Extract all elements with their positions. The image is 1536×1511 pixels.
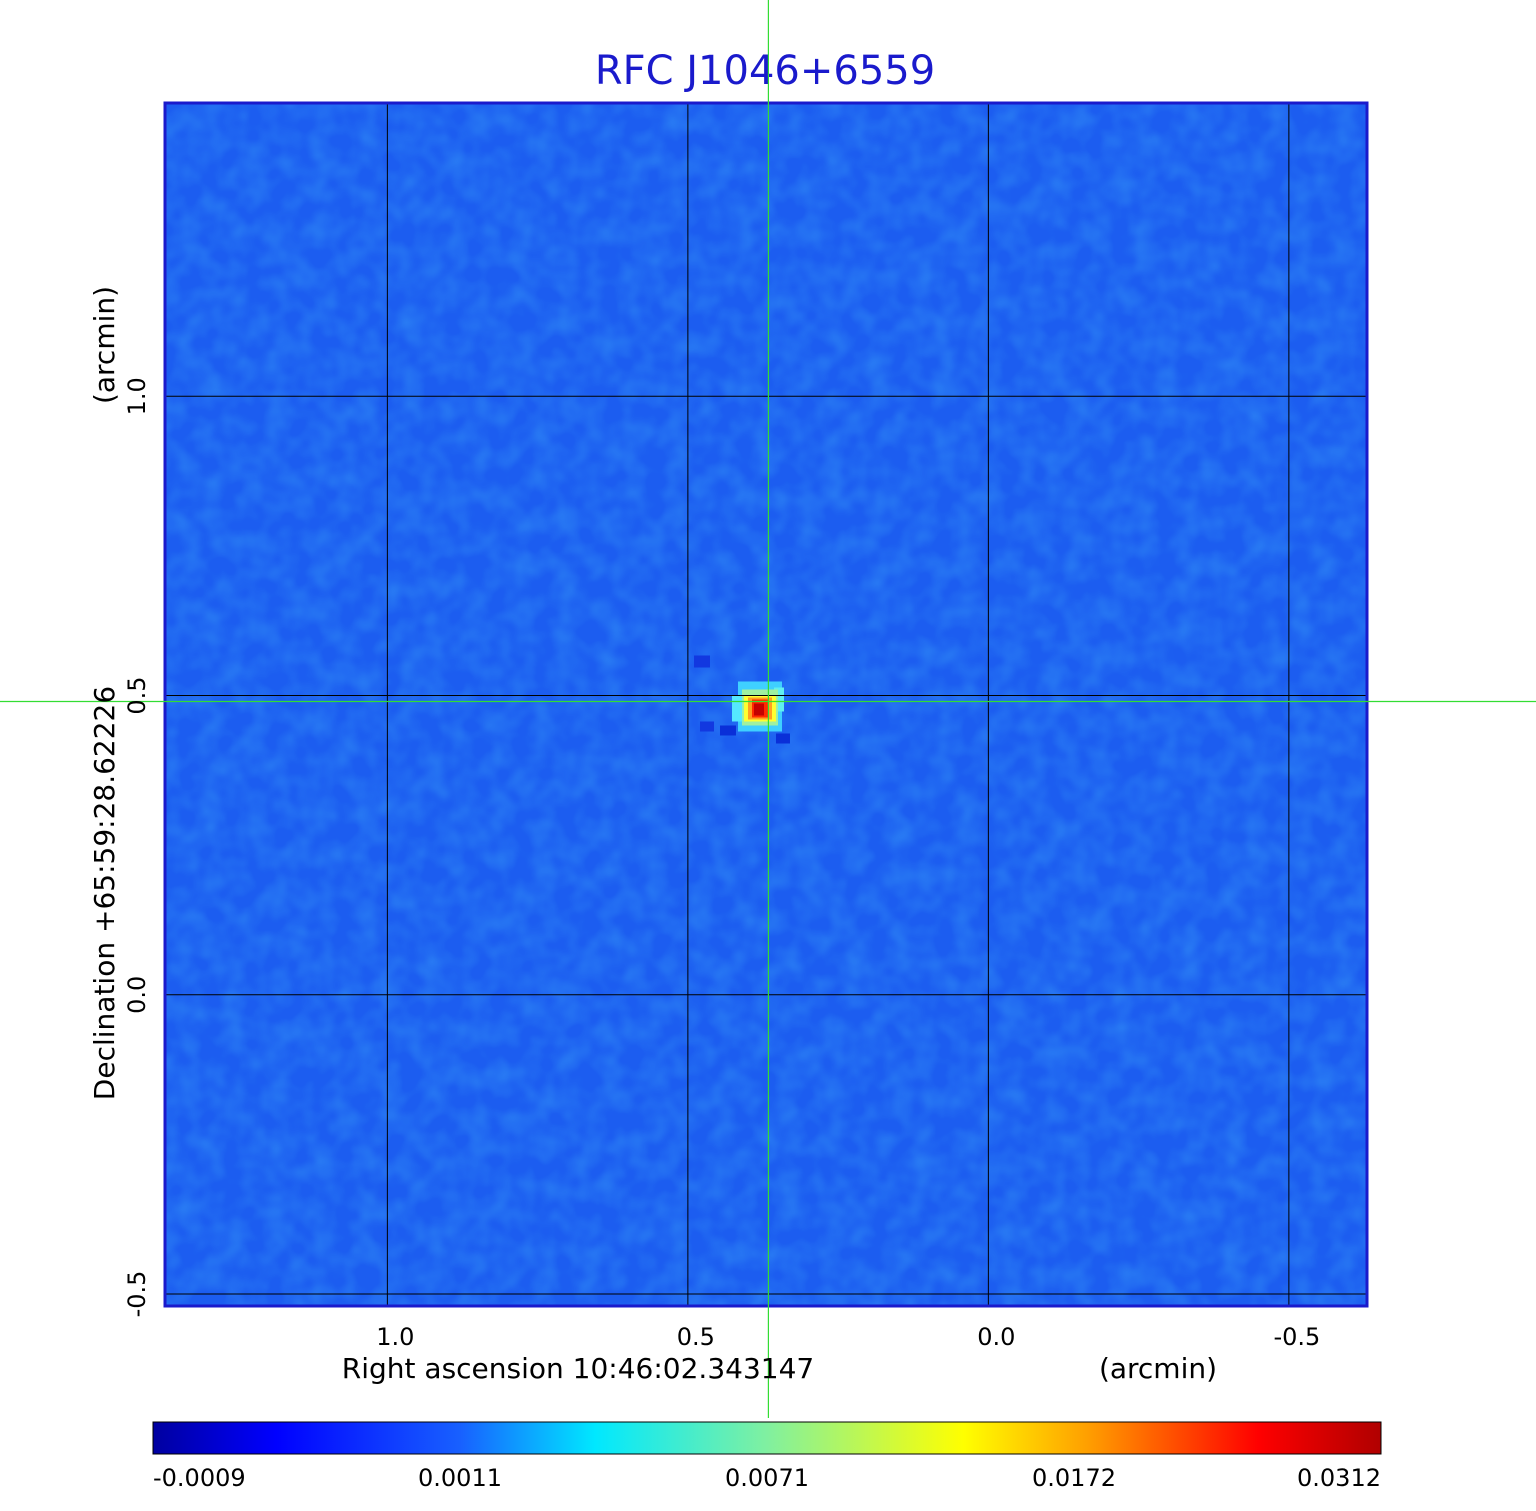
y-tick-labels: 1.0 0.5 0.0 -0.5 — [123, 377, 151, 1317]
colorbar-tick-label-2: 0.0071 — [725, 1464, 809, 1492]
chart-title: RFC J1046+6559 — [595, 48, 935, 94]
x-axis-label: Right ascension 10:46:02.343147 — [342, 1352, 814, 1385]
source-pixel-1 — [731, 695, 742, 722]
colorbar-tick-label-1: 0.0011 — [418, 1464, 502, 1492]
x-tick-label-3: -0.5 — [1273, 1323, 1320, 1351]
x-tick-label-0: 1.0 — [376, 1323, 414, 1351]
image-area — [165, 103, 1367, 1306]
crosshair — [0, 0, 1536, 1418]
y-axis-unit: (arcmin) — [88, 286, 121, 404]
source-pixel-10 — [699, 721, 714, 732]
source-pixel-7 — [753, 703, 764, 716]
source-pixel-2 — [773, 687, 784, 712]
y-tick-label-0: 1.0 — [123, 377, 151, 415]
source-blob — [693, 655, 790, 744]
y-tick-label-2: 0.0 — [123, 976, 151, 1014]
x-tick-label-1: 0.5 — [677, 1323, 715, 1351]
colorbar — [152, 1421, 1382, 1455]
plot-frame — [163, 101, 1369, 1308]
source-pixel-8 — [719, 725, 736, 736]
colorbar-tick-labels: -0.0009 0.0011 0.0071 0.0172 0.0312 — [153, 1464, 1381, 1492]
y-tick-label-3: -0.5 — [123, 1271, 151, 1318]
colorbar-tick-label-4: 0.0312 — [1297, 1464, 1381, 1492]
x-tick-label-2: 0.0 — [977, 1323, 1015, 1351]
source-pixel-11 — [693, 655, 710, 668]
colorbar-tick-label-0: -0.0009 — [153, 1464, 246, 1492]
y-tick-label-1: 0.5 — [123, 676, 151, 714]
x-tick-labels: 1.0 0.5 0.0 -0.5 — [376, 1323, 1320, 1351]
x-axis-unit: (arcmin) — [1099, 1352, 1217, 1385]
colorbar-tick-label-3: 0.0172 — [1032, 1464, 1116, 1492]
source-pixel-9 — [775, 733, 790, 744]
grid-lines — [165, 103, 1367, 1306]
y-axis-label: Declination +65:59:28.62226 — [88, 686, 121, 1100]
